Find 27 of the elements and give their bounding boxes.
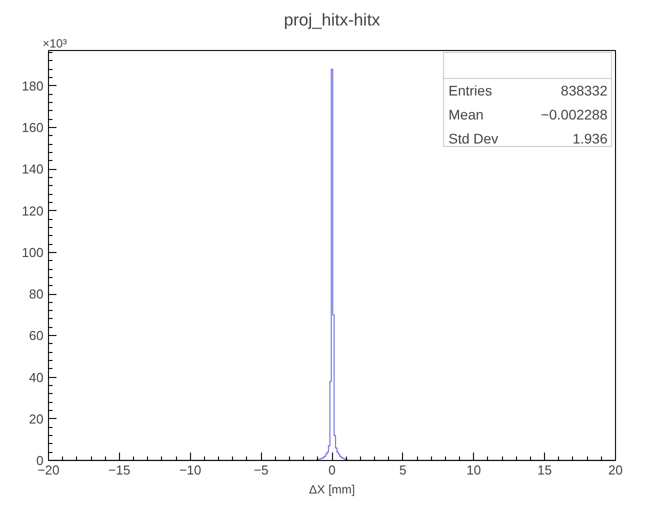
- annotation: −0.002288: [540, 106, 608, 122]
- annotation: Mean: [448, 106, 484, 122]
- y-tick-label: 0: [36, 453, 44, 468]
- annotation: ×10³: [42, 36, 67, 50]
- x-tick-label: 20: [608, 462, 623, 478]
- annotation: 838332: [560, 82, 608, 98]
- x-tick-label: 15: [537, 462, 552, 478]
- x-tick-label: −5: [254, 462, 269, 478]
- y-tick-label: 180: [22, 78, 44, 94]
- y-tick-label: 80: [29, 286, 44, 302]
- y-tick-label: 140: [22, 162, 44, 177]
- chart-title: proj_hitx-hitx: [284, 10, 381, 30]
- x-tick-label: 5: [399, 462, 406, 478]
- x-tick-label: 10: [466, 462, 481, 478]
- y-tick-label: 120: [22, 203, 44, 218]
- y-tick-label: 60: [29, 328, 44, 344]
- x-tick-label: −15: [108, 462, 130, 478]
- x-axis-title: ΔX [mm]: [308, 482, 356, 496]
- annotation: 1.936: [572, 130, 608, 146]
- x-tick-label: −10: [179, 462, 202, 478]
- y-tick-label: 20: [29, 411, 44, 426]
- annotation: Std Dev: [448, 130, 498, 146]
- x-tick-label: 0: [328, 462, 336, 478]
- y-tick-label: 100: [22, 244, 44, 260]
- annotation: Entries: [448, 82, 492, 98]
- y-tick-label: 160: [22, 120, 44, 136]
- y-tick-label: 40: [29, 370, 44, 385]
